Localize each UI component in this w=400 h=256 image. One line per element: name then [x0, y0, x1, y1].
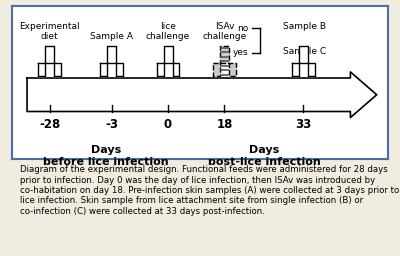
Text: -3: -3 — [105, 118, 118, 131]
Text: Sample B: Sample B — [283, 23, 326, 31]
Text: Sample A: Sample A — [90, 33, 133, 41]
Polygon shape — [292, 46, 315, 77]
Text: Experimental
diet: Experimental diet — [19, 22, 80, 41]
Text: no: no — [237, 24, 248, 33]
Text: Sample C: Sample C — [283, 47, 326, 56]
Text: Days
before lice infection: Days before lice infection — [43, 145, 169, 167]
Text: 0: 0 — [164, 118, 172, 131]
Text: Diagram of the experimental design. Functional feeds were administered for 28 da: Diagram of the experimental design. Func… — [20, 165, 399, 216]
Text: -28: -28 — [39, 118, 60, 131]
Text: 18: 18 — [216, 118, 233, 131]
Polygon shape — [38, 46, 61, 77]
Polygon shape — [213, 46, 236, 77]
Polygon shape — [27, 72, 377, 118]
Text: lice
challenge: lice challenge — [146, 22, 190, 41]
Polygon shape — [100, 46, 123, 77]
Polygon shape — [157, 46, 179, 77]
Text: ISAv
challenge: ISAv challenge — [202, 22, 246, 41]
Text: Days
post-lice infection: Days post-lice infection — [208, 145, 320, 167]
Text: yes: yes — [232, 48, 248, 57]
Text: 33: 33 — [295, 118, 312, 131]
